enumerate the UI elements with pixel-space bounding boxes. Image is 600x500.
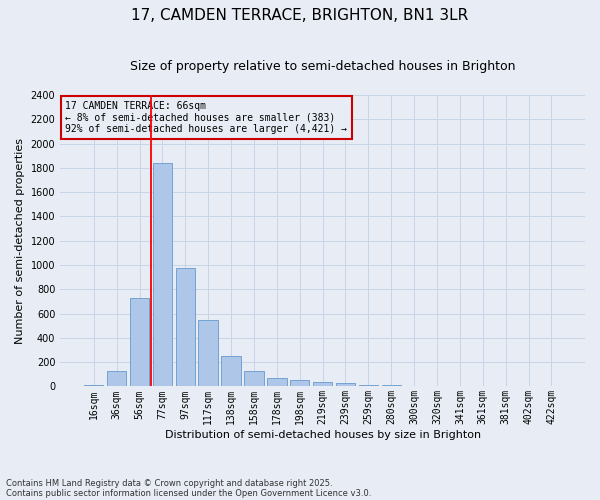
Text: Contains HM Land Registry data © Crown copyright and database right 2025.: Contains HM Land Registry data © Crown c… <box>6 478 332 488</box>
Bar <box>107 370 127 386</box>
Bar <box>244 370 263 386</box>
Text: 17 CAMDEN TERRACE: 66sqm
← 8% of semi-detached houses are smaller (383)
92% of s: 17 CAMDEN TERRACE: 66sqm ← 8% of semi-de… <box>65 101 347 134</box>
Bar <box>313 382 332 386</box>
Text: Contains public sector information licensed under the Open Government Licence v3: Contains public sector information licen… <box>6 488 371 498</box>
Bar <box>199 320 218 386</box>
Bar <box>221 356 241 386</box>
Bar <box>130 298 149 386</box>
X-axis label: Distribution of semi-detached houses by size in Brighton: Distribution of semi-detached houses by … <box>164 430 481 440</box>
Text: 17, CAMDEN TERRACE, BRIGHTON, BN1 3LR: 17, CAMDEN TERRACE, BRIGHTON, BN1 3LR <box>131 8 469 22</box>
Title: Size of property relative to semi-detached houses in Brighton: Size of property relative to semi-detach… <box>130 60 515 73</box>
Y-axis label: Number of semi-detached properties: Number of semi-detached properties <box>15 138 25 344</box>
Bar <box>267 378 287 386</box>
Bar <box>382 385 401 386</box>
Bar <box>336 384 355 386</box>
Bar <box>290 380 310 386</box>
Bar <box>152 163 172 386</box>
Bar <box>359 384 378 386</box>
Bar <box>84 384 103 386</box>
Bar <box>176 268 195 386</box>
